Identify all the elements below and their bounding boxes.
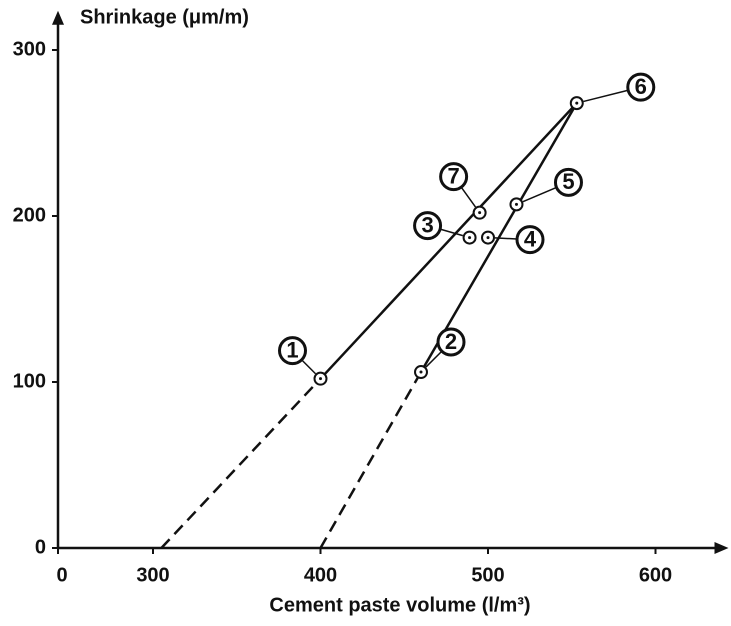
extrapolated-line — [319, 371, 423, 549]
leader-line — [439, 228, 464, 237]
x-tick-label: 600 — [639, 564, 672, 586]
extrapolated-line — [160, 377, 322, 549]
x-tick-label: 400 — [304, 564, 337, 586]
label-circle — [515, 225, 545, 255]
y-tick-label: 0 — [35, 536, 46, 558]
point-label: 4 — [524, 226, 537, 251]
fit-line — [319, 102, 578, 380]
leader-line — [494, 237, 518, 240]
label-circle — [626, 72, 656, 102]
point-center — [514, 202, 518, 206]
point-center — [419, 370, 423, 374]
label-circle — [553, 167, 583, 197]
y-axis-arrow — [52, 10, 64, 25]
y-tick-label: 100 — [13, 370, 46, 392]
point-center — [486, 236, 490, 240]
point-label: 6 — [635, 74, 647, 99]
point-label: 1 — [286, 337, 298, 362]
x-tick-label: 500 — [471, 564, 504, 586]
point-center — [478, 211, 482, 215]
leader-line — [425, 350, 443, 368]
point-label: 7 — [448, 163, 460, 188]
leader-line — [522, 186, 557, 203]
y-tick-label: 200 — [13, 204, 46, 226]
point-label: 2 — [445, 329, 457, 354]
point-center — [319, 377, 322, 381]
leader-line — [583, 89, 629, 103]
y-axis-title: Shrinkage (μm/m) — [80, 6, 249, 28]
x-axis-title: Cement paste volume (l/m³) — [269, 594, 530, 616]
x-axis-arrow — [714, 542, 729, 554]
point-center — [575, 101, 579, 105]
point-label: 3 — [421, 212, 433, 237]
label-circle — [439, 162, 469, 192]
y-tick-label: 300 — [13, 38, 46, 60]
leader-line — [301, 359, 317, 375]
x-tick-label: 300 — [136, 564, 169, 586]
label-circle — [436, 327, 466, 357]
point-label: 5 — [562, 169, 574, 194]
label-circle — [413, 211, 443, 241]
x-tick-label: 0 — [56, 564, 67, 586]
point-center — [468, 236, 472, 240]
leader-line — [460, 186, 477, 208]
label-circle — [278, 336, 307, 366]
